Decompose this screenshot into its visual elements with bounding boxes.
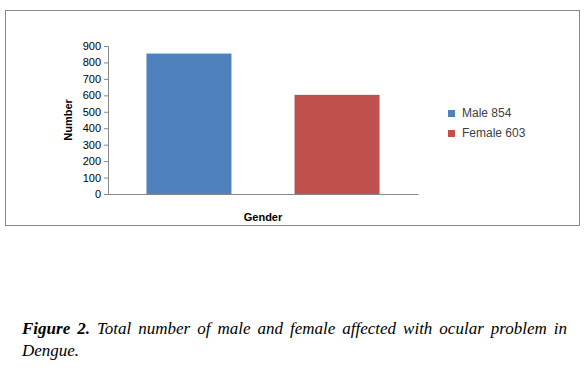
bar (146, 54, 231, 194)
y-tick-label: 300 (83, 139, 101, 151)
bar (295, 95, 380, 194)
y-tick-mark (104, 145, 108, 146)
legend-label: Male 854 (462, 106, 512, 120)
y-tick-mark (104, 194, 108, 195)
y-tick-label: 700 (83, 73, 101, 85)
y-tick: 500 (83, 106, 108, 118)
y-tick-mark (104, 128, 108, 129)
legend-swatch (448, 110, 455, 117)
caption-title: Figure 2. (22, 319, 90, 338)
y-tick: 400 (83, 122, 108, 134)
y-tick: 200 (83, 155, 108, 167)
y-tick-label: 600 (83, 89, 101, 101)
y-tick: 600 (83, 89, 108, 101)
y-tick: 300 (83, 139, 108, 151)
y-tick: 100 (83, 172, 108, 184)
y-tick-label: 500 (83, 106, 101, 118)
y-tick-label: 800 (83, 56, 101, 68)
bars (146, 54, 379, 194)
y-tick: 0 (95, 188, 108, 200)
y-tick-mark (104, 112, 108, 113)
legend: Male 854 Female 603 (448, 106, 526, 140)
y-tick-label: 100 (83, 172, 101, 184)
y-tick-mark (104, 178, 108, 179)
y-tick: 700 (83, 73, 108, 85)
y-tick-label: 400 (83, 122, 101, 134)
x-axis-title: Gender (244, 211, 283, 223)
y-tick-mark (104, 161, 108, 162)
x-axis-line (109, 194, 419, 195)
legend-item: Male 854 (448, 106, 512, 120)
caption-text: Total number of male and female affected… (22, 319, 567, 360)
y-tick-label: 200 (83, 155, 101, 167)
y-axis: 0 100 200 300 400 500 600 700 800 900 (83, 40, 109, 200)
legend-swatch (448, 130, 455, 137)
x-axis (109, 194, 419, 195)
y-tick-mark (104, 79, 108, 80)
y-tick-label: 900 (83, 40, 101, 52)
y-tick-mark (104, 95, 108, 96)
y-tick-label: 0 (95, 188, 101, 200)
legend-item: Female 603 (448, 126, 526, 140)
y-tick-mark (104, 62, 108, 63)
chart-frame (6, 11, 580, 226)
y-tick: 900 (83, 40, 108, 52)
legend-label: Female 603 (462, 126, 526, 140)
y-tick: 800 (83, 56, 108, 68)
caption: Figure 2. Total number of male and femal… (22, 318, 567, 362)
y-axis-line (104, 47, 109, 195)
y-tick-mark (104, 46, 108, 47)
y-axis-title: Number (62, 99, 74, 141)
